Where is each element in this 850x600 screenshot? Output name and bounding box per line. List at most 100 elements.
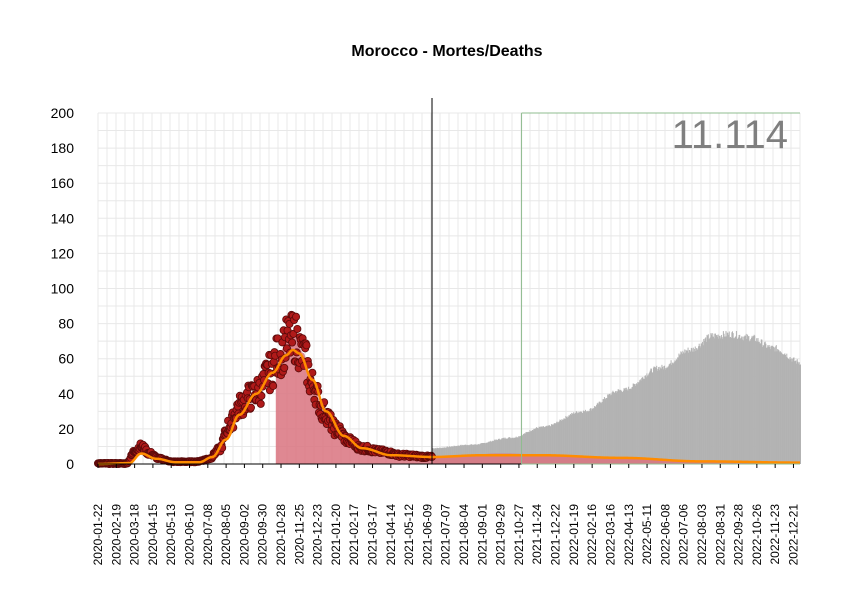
forecast-bar [790, 359, 792, 464]
forecast-bar [708, 339, 710, 464]
forecast-bar [530, 431, 532, 464]
forecast-bar [565, 415, 567, 464]
forecast-bar [658, 367, 660, 464]
forecast-bar [592, 408, 594, 464]
forecast-bar [485, 442, 487, 464]
forecast-bar [772, 346, 774, 464]
forecast-bar [781, 353, 783, 464]
forecast-bar [516, 437, 518, 464]
forecast-bar [775, 345, 777, 464]
forecast-bar [632, 383, 634, 464]
forecast-bar [508, 437, 510, 464]
forecast-bar [487, 442, 489, 464]
y-tick-label: 60 [58, 351, 74, 367]
forecast-bar [628, 386, 630, 464]
forecast-bar [608, 394, 610, 464]
forecast-bar [630, 388, 632, 464]
forecast-bar [558, 421, 560, 464]
forecast-bar [659, 366, 661, 464]
forecast-bar [492, 440, 494, 464]
forecast-bar [457, 445, 459, 464]
x-tick-label: 2021-12-22 [549, 504, 563, 566]
forecast-bar [713, 333, 715, 464]
forecast-bar [573, 412, 575, 464]
forecast-bar [666, 368, 668, 464]
forecast-bar [613, 392, 615, 464]
forecast-bar [753, 334, 755, 464]
forecast-bar [577, 413, 579, 464]
forecast-bar [524, 433, 526, 464]
forecast-bar [718, 338, 720, 464]
forecast-bar [524, 433, 526, 464]
forecast-bar [735, 330, 737, 464]
forecast-bar [552, 424, 554, 464]
forecast-bar [729, 337, 731, 464]
forecast-bar [484, 443, 486, 464]
forecast-bar [776, 351, 778, 464]
forecast-bar [619, 390, 621, 464]
x-tick-label: 2020-04-15 [146, 504, 160, 566]
forecast-bar [537, 427, 539, 464]
forecast-bar [709, 337, 711, 464]
forecast-bar [788, 358, 790, 464]
forecast-bar [505, 438, 507, 464]
x-tick-label: 2020-02-19 [109, 504, 123, 566]
forecast-bar [645, 375, 647, 464]
x-tick-label: 2022-06-08 [658, 504, 672, 566]
forecast-bar [481, 443, 483, 464]
forecast-bar [705, 342, 707, 464]
forecast-bar [749, 340, 751, 464]
forecast-bar [638, 382, 640, 464]
forecast-bar [773, 346, 775, 464]
forecast-bar [640, 380, 642, 464]
forecast-bar [550, 424, 552, 464]
forecast-bar [626, 387, 628, 464]
chart-title: Morocco - Mortes/Deaths [351, 43, 542, 60]
forecast-bar [628, 388, 630, 464]
forecast-bar [794, 360, 796, 464]
forecast-bar [503, 437, 505, 464]
forecast-bar [795, 360, 797, 464]
forecast-bar [511, 438, 513, 464]
forecast-bar [711, 333, 713, 464]
forecast-bar [528, 431, 530, 464]
forecast-bar [669, 363, 671, 464]
forecast-bar [633, 383, 635, 464]
forecast-bar [716, 335, 718, 464]
forecast-bar [686, 350, 688, 464]
forecast-bar [679, 355, 681, 464]
forecast-bar [782, 354, 784, 464]
forecast-bar [566, 417, 568, 464]
y-tick-label: 0 [66, 456, 74, 472]
forecast-bar [532, 430, 534, 464]
forecast-bar [798, 363, 800, 464]
forecast-bar [756, 341, 758, 464]
forecast-bar [517, 437, 519, 464]
forecast-bar [575, 411, 577, 464]
observed-point [292, 312, 301, 321]
forecast-bar [792, 357, 794, 464]
forecast-bar [675, 361, 677, 464]
forecast-bar [682, 350, 684, 464]
forecast-bar [560, 420, 562, 464]
forecast-bar [690, 347, 692, 464]
forecast-bar [755, 341, 757, 464]
forecast-bar [754, 335, 756, 464]
forecast-bar [794, 361, 796, 464]
x-tick-label: 2020-06-10 [183, 504, 197, 566]
forecast-bar [685, 349, 687, 464]
forecast-bar [515, 436, 517, 464]
forecast-bar [483, 442, 485, 464]
forecast-bar [605, 398, 607, 464]
forecast-bar [584, 409, 586, 464]
forecast-bar [542, 426, 544, 464]
forecast-bar [730, 336, 732, 464]
forecast-bar [693, 351, 695, 464]
forecast-bar [655, 368, 657, 464]
observed-area [275, 335, 433, 464]
forecast-bar [581, 412, 583, 464]
forecast-bar [683, 353, 685, 464]
forecast-bar [557, 423, 559, 464]
x-tick-label: 2022-09-28 [732, 504, 746, 566]
forecast-bar [767, 345, 769, 464]
